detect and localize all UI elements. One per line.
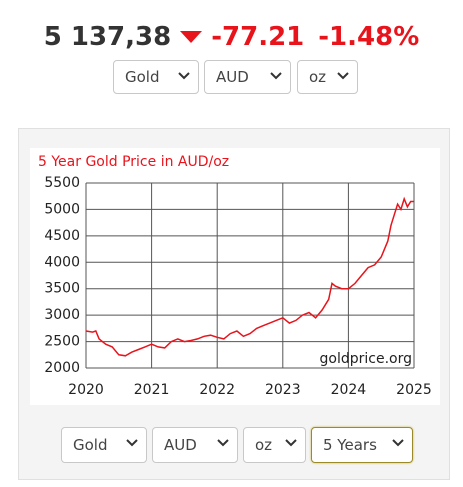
- select-label: AUD: [164, 436, 197, 454]
- select-label: oz: [309, 68, 327, 86]
- x-tick-label: 2021: [134, 382, 170, 398]
- select[interactable]: oz: [243, 427, 306, 463]
- watermark: goldprice.org: [320, 351, 412, 367]
- y-tick-label: 2000: [44, 360, 80, 376]
- select[interactable]: AUD: [152, 427, 238, 463]
- select[interactable]: AUD: [204, 60, 291, 94]
- select-label: Gold: [125, 68, 160, 86]
- x-tick-label: 2023: [265, 382, 301, 398]
- chevron: [126, 439, 138, 447]
- select[interactable]: 5 Years: [311, 427, 413, 463]
- select-label: Gold: [73, 436, 108, 454]
- chevron: [178, 72, 190, 80]
- y-tick-label: 3500: [44, 281, 80, 297]
- select[interactable]: oz: [297, 60, 358, 94]
- chart: 5 Year Gold Price in AUD/oz 2000 2500 3000…: [30, 148, 440, 405]
- y-tick-label: 5500: [44, 175, 80, 191]
- down-arrow: [180, 31, 203, 43]
- y-tick-label: 3000: [44, 307, 80, 323]
- x-tick-label: 2025: [396, 382, 432, 398]
- select-label: AUD: [216, 68, 249, 86]
- y-tick-label: 4000: [44, 254, 80, 270]
- y-tick-label: 4500: [44, 228, 80, 244]
- change-percent: -1.48%: [318, 22, 420, 52]
- x-tick-label: 2020: [68, 382, 104, 398]
- price: 5 137,38: [43, 22, 172, 52]
- y-tick-label: 5000: [44, 201, 80, 217]
- chart-background: [30, 148, 440, 405]
- select-label: oz: [255, 436, 273, 454]
- price-line: [85, 196, 414, 357]
- select[interactable]: Gold: [113, 60, 199, 94]
- chevron: [217, 439, 229, 447]
- chevron: [337, 72, 349, 80]
- price-header: 5 137,38 -77.21 -1.48%: [0, 22, 463, 52]
- chevron: [392, 439, 404, 447]
- select[interactable]: Gold: [61, 427, 147, 463]
- x-tick-label: 2022: [199, 382, 235, 398]
- x-tick-label: 2024: [331, 382, 367, 398]
- chevron: [285, 439, 297, 447]
- y-tick-label: 2500: [44, 334, 80, 350]
- chevron: [270, 72, 282, 80]
- chart-title: 5 Year Gold Price in AUD/oz: [38, 154, 229, 170]
- select-label: 5 Years: [323, 436, 377, 454]
- change: -77.21: [211, 22, 305, 52]
